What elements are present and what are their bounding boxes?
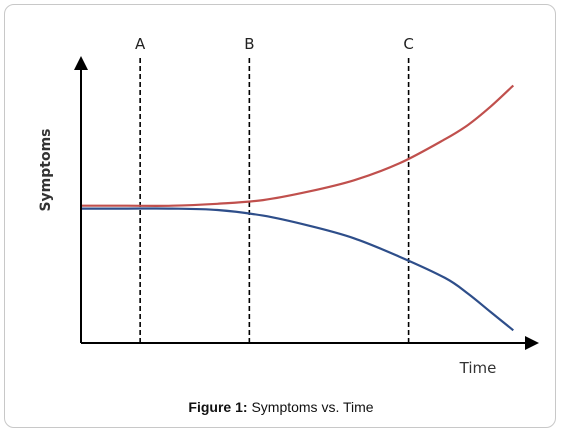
x-axis-label: Time bbox=[459, 359, 497, 377]
caption-label: Figure 1: bbox=[188, 399, 248, 415]
marker-label-a: A bbox=[135, 35, 146, 53]
caption-text: Symptoms vs. Time bbox=[251, 399, 374, 415]
series-line-lower bbox=[81, 207, 514, 332]
time-markers: A B C bbox=[135, 35, 414, 343]
series-lines bbox=[80, 84, 515, 332]
series-line-upper bbox=[80, 84, 515, 207]
figure-frame bbox=[4, 4, 556, 428]
marker-label-c: C bbox=[403, 35, 413, 53]
figure-caption: Figure 1: Symptoms vs. Time bbox=[0, 399, 562, 415]
marker-label-b: B bbox=[244, 35, 254, 53]
y-axis-label: Symptoms bbox=[38, 128, 54, 211]
